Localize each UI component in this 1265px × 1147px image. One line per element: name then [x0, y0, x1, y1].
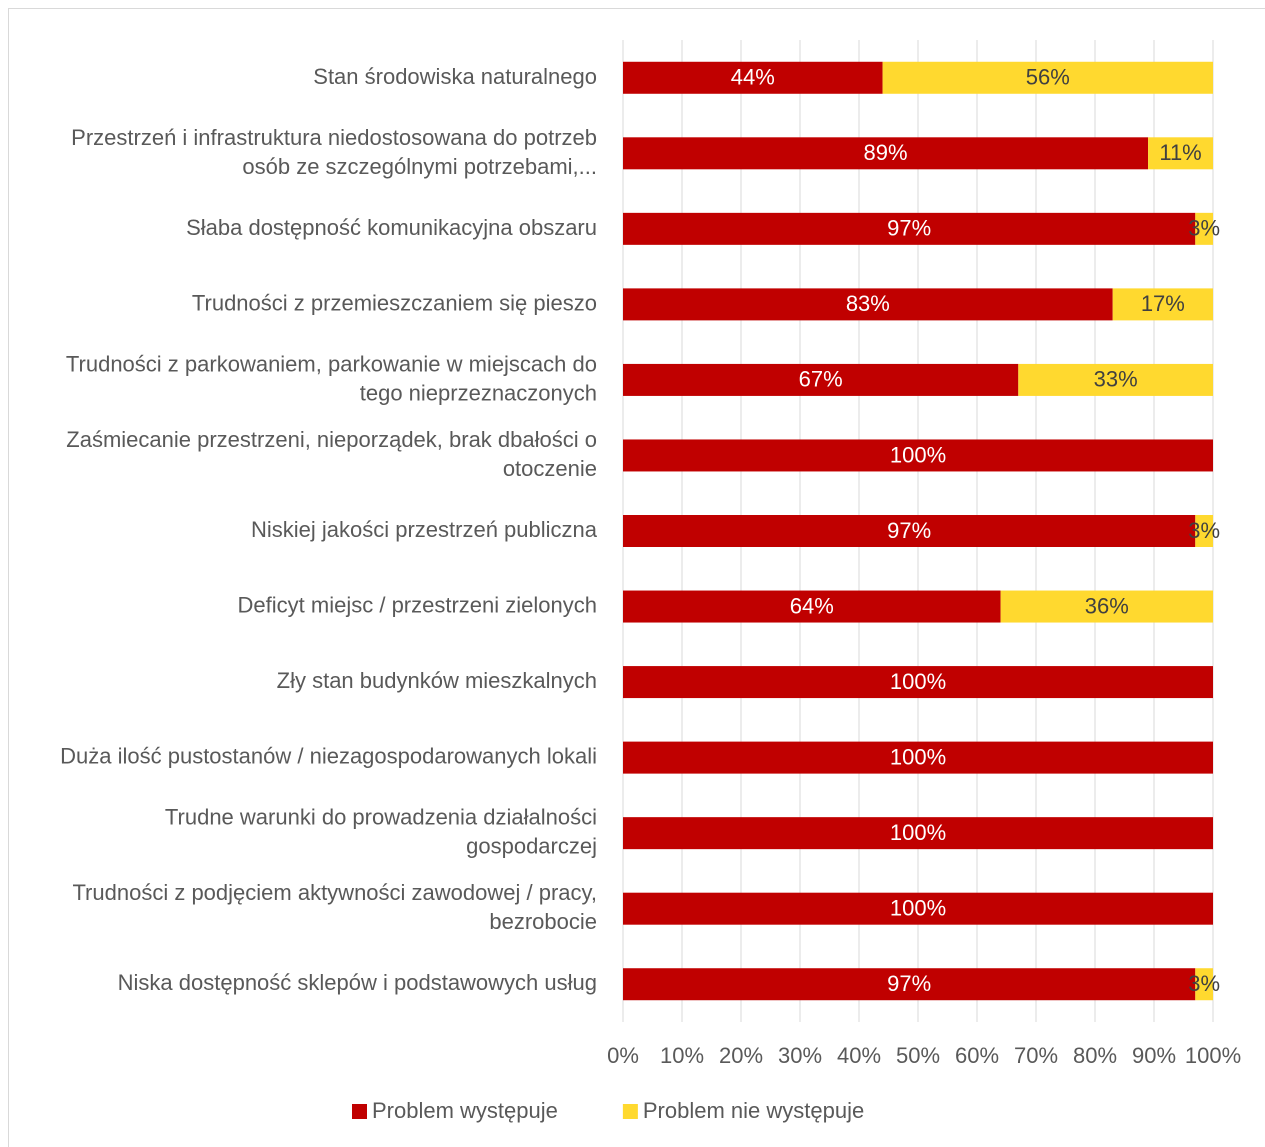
bar-segment [623, 363, 1019, 396]
bar-segment [623, 741, 1213, 774]
category-label: Przestrzeń i infrastruktura niedostosowa… [71, 125, 597, 179]
data-label: 89% [864, 140, 908, 165]
category-label: Zły stan budynków mieszkalnych [277, 668, 597, 693]
data-label: 17% [1141, 291, 1185, 316]
data-label: 67% [799, 367, 843, 392]
x-tick-label: 0% [607, 1043, 639, 1068]
bar-segment [623, 590, 1001, 623]
category-label: Trudności z przemieszczaniem się pieszo [192, 290, 597, 315]
legend-label: Problem występuje [372, 1098, 558, 1123]
category-label: Trudne warunki do prowadzenia działalnoś… [165, 804, 597, 858]
x-tick-label: 60% [955, 1043, 999, 1068]
bar-segment [1195, 968, 1213, 1001]
data-label: 100% [890, 669, 946, 694]
category-label: Deficyt miejsc / przestrzeni zielonych [238, 592, 597, 617]
data-label: 83% [846, 291, 890, 316]
legend-swatch [622, 1104, 638, 1119]
category-label: Zaśmiecanie przestrzeni, nieporządek, br… [66, 427, 597, 481]
category-label: Stan środowiska naturalnego [313, 64, 597, 89]
chart-frame [8, 8, 1265, 1147]
data-label: 33% [1094, 367, 1138, 392]
bar-segment [623, 212, 1196, 245]
category-label: Duża ilość pustostanów / niezagospodarow… [60, 743, 597, 768]
data-label: 3% [1188, 971, 1220, 996]
data-label: 64% [790, 593, 834, 618]
x-tick-label: 10% [660, 1043, 704, 1068]
bar-segment [623, 968, 1196, 1001]
bar-segment [623, 61, 883, 94]
bar-segment [1195, 212, 1213, 245]
data-label: 3% [1188, 216, 1220, 241]
bar-segment [882, 61, 1213, 94]
category-label: Słaba dostępność komunikacyjna obszaru [186, 215, 597, 240]
bar-segment [1000, 590, 1213, 623]
data-label: 36% [1085, 593, 1129, 618]
bar-segment [623, 288, 1113, 321]
category-label: Trudności z parkowaniem, parkowanie w mi… [66, 351, 597, 405]
data-label: 3% [1188, 518, 1220, 543]
legend-swatch [352, 1104, 367, 1119]
data-label: 56% [1026, 65, 1070, 90]
data-label: 97% [887, 518, 931, 543]
bar-segment [623, 137, 1149, 170]
bar-segment [623, 515, 1196, 547]
data-label: 97% [887, 971, 931, 996]
data-label: 100% [890, 820, 946, 845]
bar-segment [623, 892, 1213, 925]
x-tick-label: 100% [1185, 1043, 1241, 1068]
data-label: 44% [731, 65, 775, 90]
x-tick-label: 80% [1073, 1043, 1117, 1068]
bar-segment [1148, 137, 1213, 170]
legend-label: Problem nie występuje [643, 1098, 864, 1123]
category-label: Niska dostępność sklepów i podstawowych … [118, 970, 597, 995]
x-tick-label: 30% [778, 1043, 822, 1068]
x-tick-label: 20% [719, 1043, 763, 1068]
bar-segment [623, 439, 1213, 472]
x-tick-label: 50% [896, 1043, 940, 1068]
data-label: 100% [890, 442, 946, 467]
bar-segment [1112, 288, 1213, 321]
x-tick-label: 40% [837, 1043, 881, 1068]
bar-segment [1195, 515, 1213, 547]
bar-segment [623, 817, 1213, 850]
category-label: Trudności z podjęciem aktywności zawodow… [72, 880, 597, 934]
data-label: 100% [890, 896, 946, 921]
x-tick-label: 90% [1132, 1043, 1176, 1068]
data-label: 100% [890, 744, 946, 769]
bar-segment [1018, 363, 1213, 396]
data-label: 11% [1159, 140, 1201, 165]
data-label: 97% [887, 216, 931, 241]
category-label: Niskiej jakości przestrzeń publiczna [251, 517, 598, 542]
x-tick-label: 70% [1014, 1043, 1058, 1068]
bar-segment [623, 666, 1213, 699]
